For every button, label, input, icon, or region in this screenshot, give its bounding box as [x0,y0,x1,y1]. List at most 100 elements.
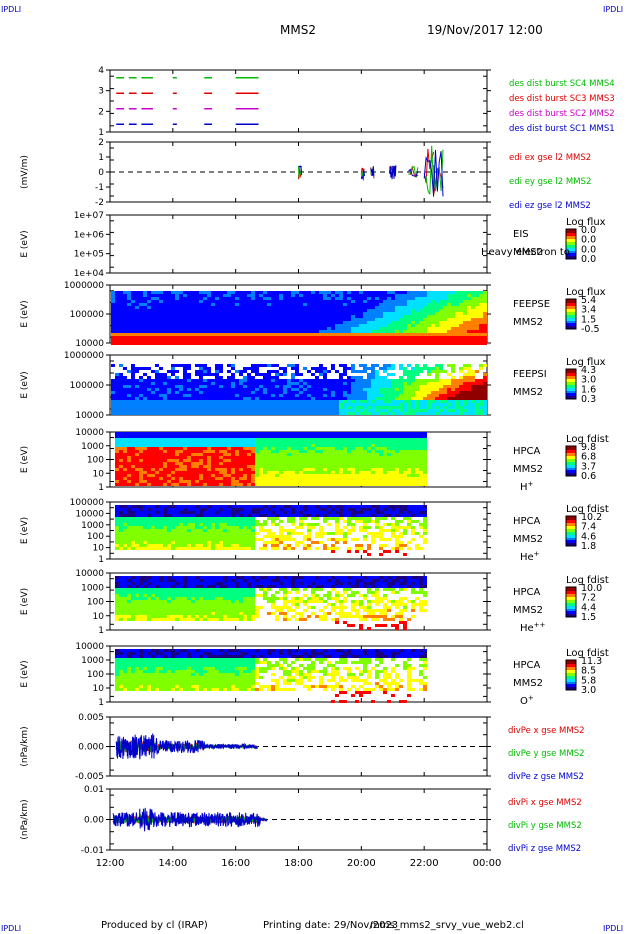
feepse-spectrogram-cell [235,312,239,315]
hpca_h-spectrogram-cell [199,447,203,450]
feepsi-spectrogram-cell [467,388,471,391]
feepsi-spectrogram-cell [415,400,419,403]
feepse-spectrogram-cell [143,291,147,294]
feepse-spectrogram-cell [111,336,115,339]
hpca_h-spectrogram-cell [363,477,367,480]
feepse-spectrogram-cell [223,303,227,306]
hpca_h-spectrogram-cell [219,468,223,471]
feepse-spectrogram-cell [475,330,479,333]
hpca_h-spectrogram-cell [371,432,375,435]
hpca_h-spectrogram-cell [383,456,387,459]
feepse-spectrogram-cell [419,309,423,312]
hpca_h-spectrogram-cell [151,438,155,441]
hpca_h-spectrogram-cell [367,468,371,471]
feepse-spectrogram-cell [343,294,347,297]
hpca_h-spectrogram-cell [295,438,299,441]
feepsi-spectrogram-cell [155,385,159,388]
feepsi-spectrogram-cell [147,409,151,412]
feepse-spectrogram-cell [391,321,395,324]
feepsi-spectrogram-cell [155,382,159,385]
feepse-spectrogram-cell [167,342,171,345]
hpca_h-spectrogram-cell [175,453,179,456]
feepsi-spectrogram-cell [175,403,179,406]
feepsi-spectrogram-cell [283,385,287,388]
hpca_h-spectrogram-cell [207,456,211,459]
hpca_h-spectrogram-cell [339,480,343,483]
feepsi-spectrogram-cell [383,367,387,370]
feepse-spectrogram-cell [243,318,247,321]
feepsi-spectrogram-cell [231,385,235,388]
feepsi-spectrogram-cell [311,391,315,394]
hpca_h-spectrogram-cell [307,465,311,468]
feepsi-spectrogram-cell [287,364,291,367]
feepse-spectrogram-cell [187,324,191,327]
feepsi-spectrogram-cell [279,388,283,391]
feepse-spectrogram-cell [215,306,219,309]
feepsi-spectrogram-cell [163,400,167,403]
hpca_h-spectrogram-cell [131,432,135,435]
hpca_h-spectrogram-cell [383,450,387,453]
feepse-spectrogram-cell [435,315,439,318]
hpca_h-spectrogram-cell [271,444,275,447]
hpca_h-spectrogram-cell [279,447,283,450]
feepse-spectrogram-cell [403,309,407,312]
feepse-spectrogram-cell [315,321,319,324]
feepsi-spectrogram-cell [207,400,211,403]
feepse-spectrogram-cell [455,318,459,321]
hpca_h-spectrogram-cell [311,447,315,450]
hpca_h-spectrogram-cell [423,468,427,471]
hpca_h-spectrogram-cell [207,480,211,483]
feepse-spectrogram-cell [387,303,391,306]
hpca_h-spectrogram-cell [271,456,275,459]
feepsi-spectrogram-cell [363,412,367,415]
hpca_h-spectrogram-cell [127,450,131,453]
feepsi-spectrogram-cell [375,373,379,376]
feepse-spectrogram-cell [327,321,331,324]
feepsi-spectrogram-cell [407,382,411,385]
hpca_h-spectrogram-cell [195,459,199,462]
feepsi-colorbar-cell [566,386,576,388]
feepsi-spectrogram-cell [323,385,327,388]
feepsi-spectrogram-cell [447,394,451,397]
feepse-spectrogram-cell [271,297,275,300]
hpca_h-spectrogram-cell [267,450,271,453]
hpca_h-spectrogram-cell [351,450,355,453]
hpca_h-spectrogram-cell [135,462,139,465]
feepsi-spectrogram-cell [307,403,311,406]
feepse-spectrogram-cell [331,330,335,333]
hpca_h-spectrogram-cell [315,441,319,444]
feepsi-spectrogram-cell [383,388,387,391]
hpca_h-spectrogram-cell [175,441,179,444]
hpca_h-spectrogram-cell [179,471,183,474]
feepse-spectrogram-cell [179,336,183,339]
feepse-spectrogram-cell [315,339,319,342]
hpca_h-spectrogram-cell [307,435,311,438]
feepse-spectrogram-cell [343,300,347,303]
hpca_h-spectrogram-cell [251,459,255,462]
hpca_h-spectrogram-cell [119,438,123,441]
hpca_h-spectrogram-cell [179,438,183,441]
feepsi-spectrogram-cell [159,397,163,400]
feepsi-spectrogram-cell [379,409,383,412]
feepsi-spectrogram-cell [275,376,279,379]
feepsi-spectrogram-cell [251,370,255,373]
feepsi-ytick-label: 100000 [70,381,105,391]
hpca_h-spectrogram-cell [263,468,267,471]
feepse-spectrogram-cell [279,312,283,315]
feepse-spectrogram-cell [243,291,247,294]
feepsi-spectrogram-cell [343,391,347,394]
feepse-spectrogram-cell [311,312,315,315]
feepsi-spectrogram-cell [283,403,287,406]
feepsi-spectrogram-cell [455,400,459,403]
feepsi-spectrogram-cell [463,388,467,391]
feepse-spectrogram-cell [355,327,359,330]
feepsi-spectrogram-cell [199,385,203,388]
feepse-spectrogram-cell [219,318,223,321]
feepse-spectrogram-cell [115,318,119,321]
hpca_h-spectrogram-cell [291,477,295,480]
feepsi-spectrogram-cell [223,391,227,394]
feepse-spectrogram-cell [459,327,463,330]
feepsi-spectrogram-cell [259,364,263,367]
feepse-spectrogram-cell [203,291,207,294]
feepse-spectrogram-cell [367,294,371,297]
